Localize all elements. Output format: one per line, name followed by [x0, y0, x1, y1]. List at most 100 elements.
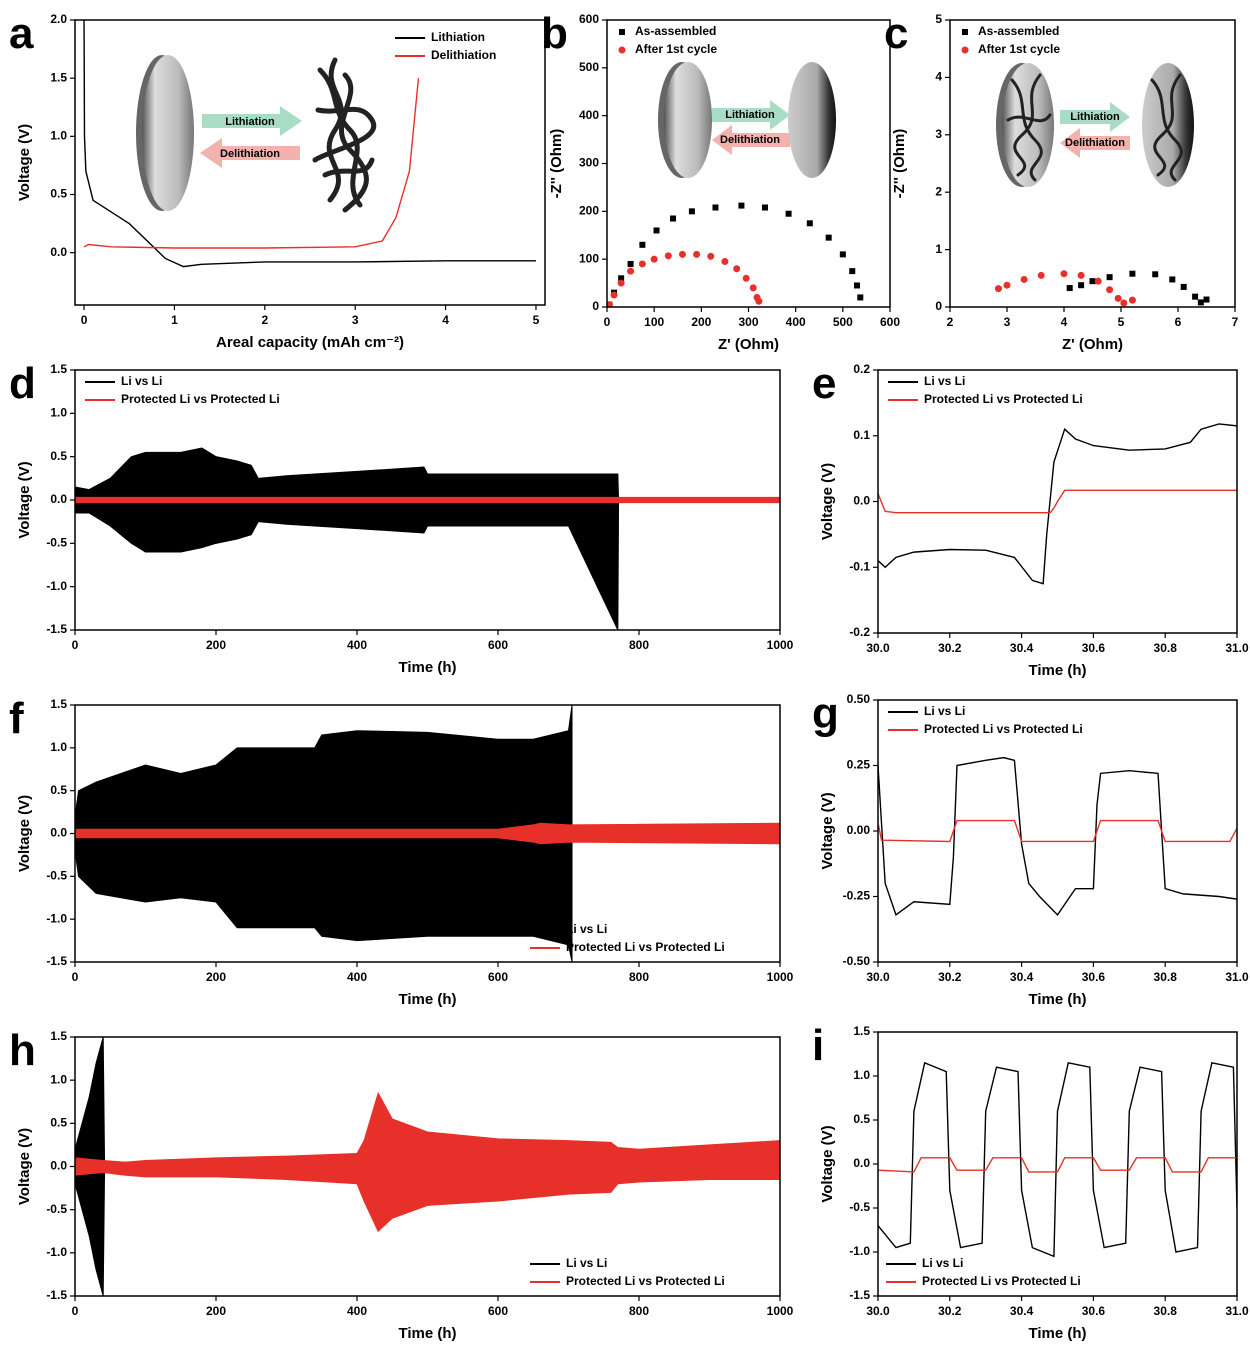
x-axis-title: Time (h) — [1028, 662, 1086, 679]
data-point — [1106, 286, 1114, 294]
plot-area — [994, 270, 1210, 307]
x-axis-title: Z' (Ohm) — [1062, 336, 1123, 353]
y-tick-label: 1.0 — [50, 740, 67, 754]
inset-label: Delithiation — [1065, 137, 1125, 149]
x-tick-label: 200 — [206, 1304, 226, 1318]
y-tick-label: 0.2 — [853, 362, 870, 376]
data-point — [1128, 296, 1136, 304]
data-point — [785, 210, 792, 217]
inset-illustration: Lithiation Delithiation — [996, 63, 1194, 187]
y-tick-label: 400 — [579, 108, 599, 122]
x-tick-label: 400 — [347, 1304, 367, 1318]
data-point — [733, 265, 741, 273]
data-point — [712, 204, 719, 211]
data-point — [639, 241, 646, 248]
y-tick-label: -1.0 — [849, 1244, 870, 1258]
legend-label: Protected Li vs Protected Li — [922, 1274, 1081, 1288]
legend-label: Li vs Li — [121, 374, 162, 388]
x-tick-label: 1000 — [767, 1304, 794, 1318]
x-tick-label: 30.8 — [1154, 970, 1178, 984]
y-tick-label: 600 — [579, 12, 599, 26]
y-tick-label: 1.5 — [50, 1029, 67, 1043]
y-tick-label: 0.0 — [50, 826, 67, 840]
x-tick-label: 0 — [604, 315, 611, 329]
data-point — [610, 291, 618, 299]
x-axis-title: Z' (Ohm) — [718, 336, 779, 353]
data-point — [749, 284, 757, 292]
legend-label: As-assembled — [978, 24, 1059, 38]
data-point — [707, 252, 715, 260]
x-tick-label: 0 — [72, 638, 79, 652]
x-axis-title: Time (h) — [398, 659, 456, 676]
data-point — [638, 260, 646, 268]
voltage-band — [75, 822, 780, 845]
y-tick-label: -0.50 — [843, 954, 871, 968]
x-axis-title: Areal capacity (mAh cm⁻²) — [216, 334, 404, 351]
plot-frame — [606, 19, 891, 308]
legend-label: Delithiation — [431, 48, 496, 62]
x-tick-label: 30.4 — [1010, 970, 1034, 984]
y-tick-label: 0.0 — [50, 245, 67, 259]
y-tick-label: 0.1 — [853, 428, 870, 442]
y-tick-label: 0 — [935, 299, 942, 313]
panel-label: d — [9, 359, 36, 408]
data-point — [755, 297, 763, 305]
y-tick-label: -1.5 — [849, 1288, 870, 1302]
x-tick-label: 3 — [1004, 315, 1011, 329]
x-tick-label: 0 — [81, 313, 88, 327]
data-point — [1197, 299, 1204, 306]
panel-label: g — [812, 689, 839, 738]
legend-label: Li vs Li — [566, 922, 607, 936]
data-line — [878, 756, 1237, 916]
legend-label: Protected Li vs Protected Li — [924, 392, 1083, 406]
x-tick-label: 30.2 — [938, 1304, 962, 1318]
y-tick-label: 1 — [935, 242, 942, 256]
inset-label: Delithiation — [720, 134, 780, 146]
data-point — [1106, 274, 1113, 281]
legend-label: Lithiation — [431, 30, 485, 44]
data-point — [627, 260, 634, 267]
y-tick-label: 0.5 — [50, 187, 67, 201]
data-point — [1192, 293, 1199, 300]
y-tick-label: -1.0 — [46, 1245, 67, 1259]
y-tick-label: 0.5 — [853, 1112, 870, 1126]
plot-area — [75, 447, 780, 630]
legend-label: After 1st cycle — [635, 42, 717, 56]
inset-illustration: Lithiation Delithiation — [136, 55, 377, 213]
x-tick-label: 500 — [833, 315, 853, 329]
y-tick-label: 5 — [935, 12, 942, 26]
inset-label: Lithiation — [1070, 111, 1120, 123]
voltage-band — [75, 496, 780, 504]
x-tick-label: 3 — [352, 313, 359, 327]
voltage-band — [75, 1091, 780, 1233]
data-point — [1078, 282, 1085, 289]
y-axis-title: Voltage (V) — [16, 1128, 33, 1205]
y-tick-label: 1.0 — [853, 1068, 870, 1082]
x-tick-label: 4 — [1061, 315, 1068, 329]
x-tick-label: 5 — [533, 313, 540, 327]
data-point — [607, 301, 613, 307]
inset-label: Delithiation — [220, 148, 280, 160]
plot-area — [878, 1061, 1237, 1258]
y-tick-label: 3 — [935, 127, 942, 141]
data-point — [664, 252, 672, 260]
data-point — [1077, 271, 1085, 279]
panel-label: i — [812, 1021, 824, 1070]
data-point — [1003, 281, 1011, 289]
data-point — [650, 255, 658, 263]
plot-area — [83, 20, 536, 268]
data-point — [742, 274, 750, 282]
x-tick-label: 31.0 — [1225, 970, 1249, 984]
data-point — [617, 279, 625, 287]
x-tick-label: 0 — [72, 1304, 79, 1318]
legend-label: Li vs Li — [924, 704, 965, 718]
x-tick-label: 200 — [691, 315, 711, 329]
plot-frame — [74, 369, 781, 631]
x-tick-label: 30.6 — [1082, 641, 1106, 655]
plot-frame — [877, 699, 1238, 963]
data-line — [878, 489, 1237, 514]
x-tick-label: 30.6 — [1082, 970, 1106, 984]
panel-label: b — [541, 9, 568, 58]
